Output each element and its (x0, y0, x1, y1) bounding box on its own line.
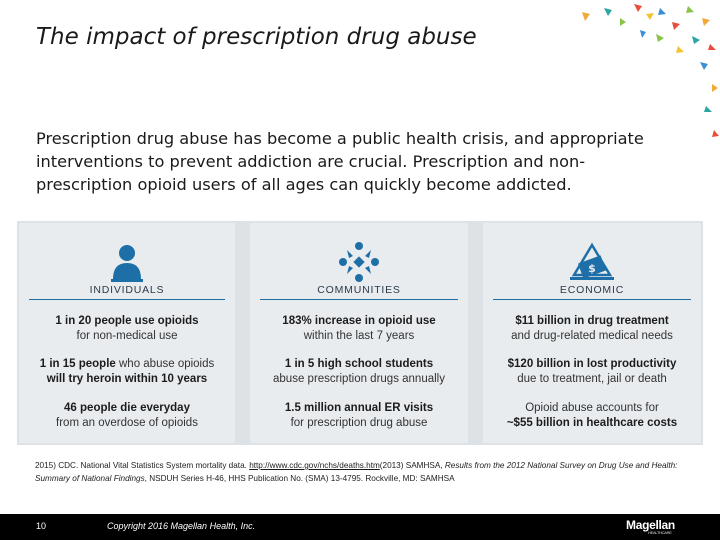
stat-item: Opioid abuse accounts for ~$55 billion i… (483, 401, 701, 431)
stat-highlight: ~$55 billion in healthcare costs (506, 417, 678, 429)
stat-detail: for non-medical use (76, 330, 178, 342)
source-after-link: (2013) SAMHSA, (379, 461, 443, 470)
source-suffix: , NSDUH Series H-46, HHS Publication No.… (144, 474, 455, 483)
stat-item: 1.5 million annual ER visits for prescri… (250, 401, 468, 431)
svg-text:$: $ (588, 262, 596, 275)
slide-title: The impact of prescription drug abuse (36, 24, 477, 50)
stat-item: 183% increase in opioid use within the l… (250, 314, 468, 344)
stat-highlight: 1 in 15 people (39, 358, 116, 370)
footer-bar: 10 Copyright 2016 Magellan Health, Inc. … (0, 514, 720, 540)
magellan-logo: Magellan HEALTHCARE (626, 518, 675, 535)
stat-detail: due to treatment, jail or death (517, 373, 667, 385)
individuals-heading: INDIVIDUALS (89, 284, 165, 296)
heading-divider (29, 299, 225, 300)
stat-detail: and drug-related medical needs (511, 330, 673, 342)
stat-item: 1 in 5 high school students abuse prescr… (250, 357, 468, 387)
stat-detail: for prescription drug abuse (290, 417, 428, 429)
stat-highlight: $120 billion in lost productivity (507, 358, 677, 370)
stat-item: $11 billion in drug treatment and drug-r… (483, 314, 701, 344)
stat-item: 1 in 20 people use opioids for non-medic… (19, 314, 235, 344)
communities-heading: COMMUNITIES (317, 284, 401, 296)
cdc-link[interactable]: http://www.cdc.gov/nchs/deaths.htm (249, 461, 380, 470)
source-citation: 2015) CDC. National Vital Statistics Sys… (35, 459, 685, 485)
stat-detail: abuse prescription drugs annually (273, 373, 445, 385)
economic-column: $ ECONOMIC $11 billion in drug treatment… (483, 223, 701, 443)
stat-detail: from an overdose of opioids (56, 417, 198, 429)
money-icon: $ (570, 242, 614, 280)
stat-item: 1 in 15 people who abuse opioids will tr… (19, 357, 235, 387)
intro-paragraph: Prescription drug abuse has become a pub… (36, 129, 644, 194)
source-survey-title: Results from the 2012 National Survey on… (35, 461, 678, 483)
economic-heading: ECONOMIC (559, 284, 625, 296)
copyright-text: Copyright 2016 Magellan Health, Inc. (107, 521, 256, 531)
logo-subtext: HEALTHCARE (648, 530, 672, 535)
stat-highlight: will try heroin within 10 years (46, 373, 208, 385)
stat-detail: who abuse opioids (119, 358, 215, 370)
heading-divider (493, 299, 691, 300)
stat-item: 46 people die everyday from an overdose … (19, 401, 235, 431)
person-icon (111, 245, 143, 282)
communities-column: COMMUNITIES 183% increase in opioid use … (250, 223, 468, 443)
stat-highlight: 46 people die everyday (64, 402, 190, 414)
stat-highlight: $11 billion in drug treatment (515, 315, 669, 327)
stat-highlight: 1 in 5 high school students (284, 358, 434, 370)
stat-detail: within the last 7 years (303, 330, 415, 342)
decorative-confetti (582, 4, 719, 137)
stat-highlight: 1.5 million annual ER visits (284, 402, 434, 414)
community-icon (339, 242, 379, 282)
stat-detail: Opioid abuse accounts for (525, 402, 659, 414)
stat-item: $120 billion in lost productivity due to… (483, 357, 701, 387)
stat-highlight: 183% increase in opioid use (282, 315, 436, 327)
page-number: 10 (36, 521, 47, 531)
stat-highlight: 1 in 20 people use opioids (55, 315, 199, 327)
heading-divider (260, 299, 458, 300)
stats-panel: INDIVIDUALS 1 in 20 people use opioids f… (17, 221, 703, 445)
logo-text: Magellan (626, 518, 675, 532)
source-prefix: 2015) CDC. National Vital Statistics Sys… (35, 461, 247, 470)
individuals-column: INDIVIDUALS 1 in 20 people use opioids f… (19, 223, 235, 443)
